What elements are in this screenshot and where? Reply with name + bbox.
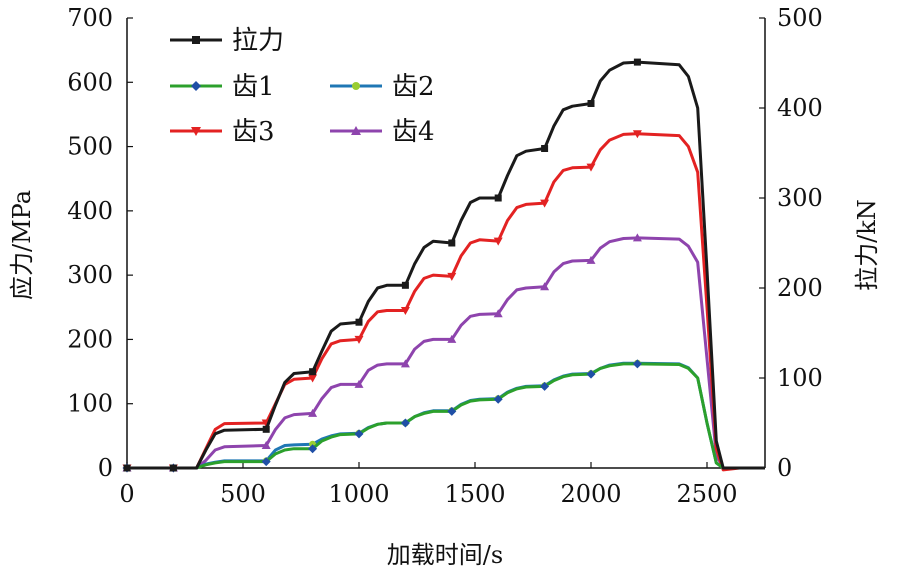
data-point [354,379,364,388]
data-point [401,281,409,289]
series-2 [122,359,765,473]
y2-axis-title: 拉力/kN [853,199,881,291]
data-point [262,425,270,433]
data-point [632,233,642,242]
x-axis-ticks: 0 500 1000 1500 2000 2500 [119,462,738,508]
y-tick-label: 600 [67,68,113,96]
series-1 [123,58,765,472]
data-point [400,359,410,368]
legend-item: 齿2 [330,72,435,102]
series-line [127,361,765,470]
y-tick-label: 500 [67,133,113,161]
legend-item: 齿4 [330,117,435,147]
legend-label: 齿1 [232,72,275,102]
legend-marker [191,81,201,91]
data-point [586,255,596,264]
legend-label: 齿4 [392,117,435,147]
data-point [308,408,318,417]
y2-tick-label: 200 [777,274,823,302]
data-point [540,282,550,291]
data-point [309,368,317,376]
data-point [355,318,363,326]
data-point [354,335,364,344]
data-point [261,457,271,467]
series-line [127,60,765,470]
y-tick-label: 700 [67,4,113,32]
legend-label: 齿3 [232,117,275,147]
legend-item: 拉力 [170,26,284,56]
data-point [632,359,642,369]
data-point [633,58,641,66]
legend-item: 齿1 [170,72,275,102]
legend-item: 齿3 [170,117,275,147]
series-line [127,132,765,472]
series-4 [122,130,765,473]
series-line [127,362,765,470]
y-axis-ticks: 0 100 200 300 400 500 600 700 [67,4,133,482]
data-point [400,307,410,315]
data-point [493,309,503,318]
data-point [447,272,457,281]
plot-frame [126,18,766,469]
y-tick-label: 0 [98,454,113,482]
legend-marker [192,36,200,44]
y-tick-label: 300 [67,261,113,289]
data-point [586,369,596,379]
data-point [493,237,503,246]
y2-tick-label: 300 [777,184,823,212]
data-point [541,145,549,152]
y-tick-label: 100 [67,390,113,418]
data-point [354,429,364,439]
y2-axis-ticks: 0 100 200 300 400 500 [759,4,823,482]
x-tick-label: 1500 [444,480,505,508]
series-line [127,236,765,470]
legend-marker [351,126,361,135]
data-point [261,441,271,449]
data-point [308,374,318,383]
data-point [540,199,550,208]
data-point [400,418,410,428]
x-axis-title: 加载时间/s [387,541,503,569]
legend-marker [191,127,201,136]
x-tick-label: 0 [119,480,134,508]
series-layer [122,58,765,473]
series-3 [123,359,765,472]
data-point [586,163,596,172]
x-tick-label: 500 [220,480,266,508]
data-point [493,394,503,404]
legend-label: 拉力 [232,26,284,56]
data-point [632,130,642,139]
data-point [447,334,457,343]
y2-tick-label: 400 [777,94,823,122]
x-tick-label: 2500 [676,480,737,508]
data-point [494,194,502,202]
data-point [308,444,318,454]
x-tick-label: 2000 [560,480,621,508]
legend-label: 齿2 [392,72,435,102]
y2-tick-label: 100 [777,364,823,392]
data-point [587,100,595,107]
y2-tick-label: 0 [777,454,792,482]
x-tick-label: 1000 [328,480,389,508]
data-point [123,464,131,472]
y-tick-label: 400 [67,197,113,225]
y2-tick-label: 500 [777,4,823,32]
data-point [540,381,550,391]
data-point [169,464,177,472]
data-point [447,406,457,416]
y-axis-title: 应力/MPa [8,190,36,300]
y-tick-label: 200 [67,325,113,353]
legend-marker [352,82,360,90]
series-5 [122,233,765,472]
data-point [448,239,456,247]
